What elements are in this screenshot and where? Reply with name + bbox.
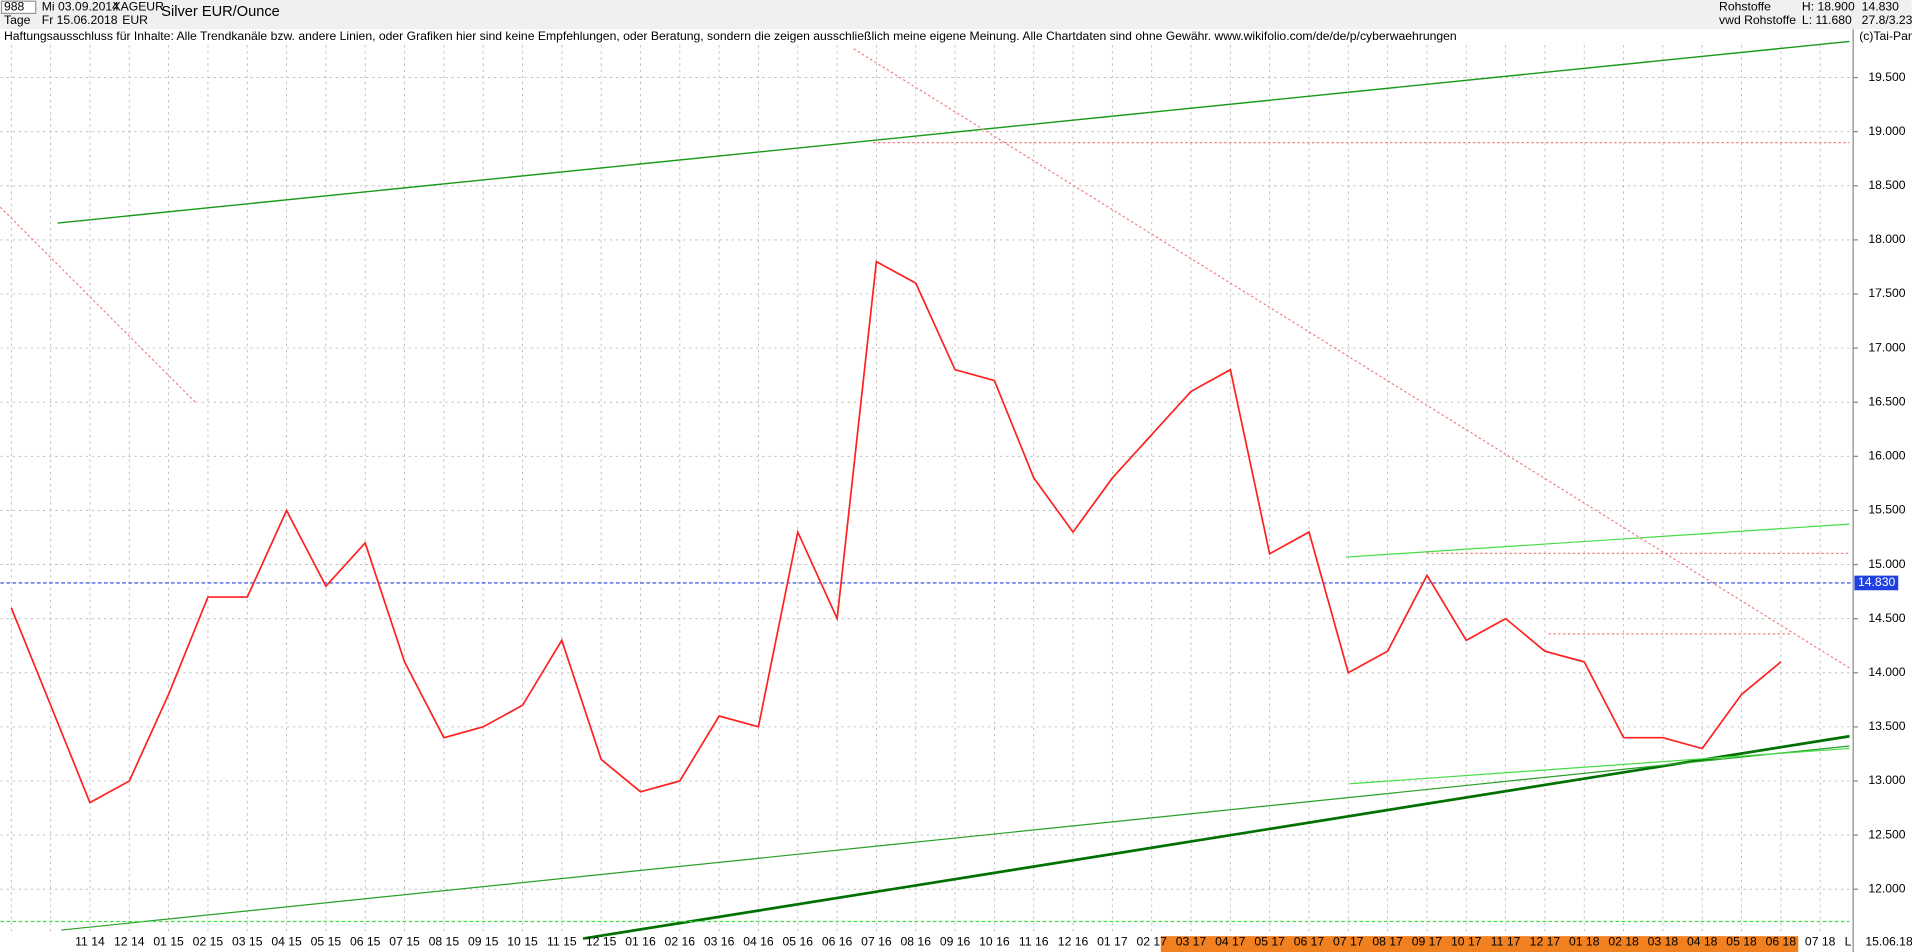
ratio: 27.8/3.230 (1862, 13, 1912, 27)
grid (0, 45, 1854, 933)
x-tick-label: 10 17 (1451, 934, 1482, 948)
y-tick-label: 13.000 (1868, 773, 1905, 787)
chart-id: 988 (4, 0, 25, 14)
date-label: 15.06.18 (1865, 934, 1912, 948)
y-tick-label: 19.000 (1868, 124, 1905, 138)
price-line (10, 260, 1782, 804)
x-tick-label: 11 14 (75, 934, 105, 948)
y-tick-label: 12.000 (1868, 881, 1905, 895)
y-tick-label: 14.000 (1868, 665, 1905, 679)
x-tick-label: 05 17 (1254, 934, 1285, 948)
current-price-box (1854, 575, 1899, 591)
trend-line (853, 48, 1850, 669)
x-tick-label: 09 17 (1412, 934, 1443, 948)
y-tick-label: 18.000 (1868, 232, 1905, 246)
start-date: Mi 03.09.2014 (42, 0, 119, 14)
y-tick-label: 16.500 (1868, 394, 1905, 408)
x-tick-label: 12 16 (1058, 934, 1089, 948)
x-tick-label: 09 15 (468, 934, 499, 948)
x-tick-label: 10 16 (979, 934, 1010, 948)
x-tick-label: 02 15 (193, 934, 224, 948)
x-tick-label: 06 17 (1294, 934, 1325, 948)
x-tick-label: 01 18 (1569, 934, 1600, 948)
trend-line (1349, 747, 1850, 785)
instrument-name: Silver EUR/Ounce (161, 4, 280, 20)
x-tick-label: 11 16 (1019, 934, 1049, 948)
source: vwd Rohstoffe (1719, 13, 1796, 27)
x-tick-label: 09 16 (940, 934, 971, 948)
x-tick-label: 11 15 (547, 934, 577, 948)
period: Tage (4, 13, 31, 27)
x-tick-label: 10 15 (507, 934, 538, 948)
x-tick-label: 11 17 (1491, 934, 1521, 948)
x-tick-label: 02 16 (665, 934, 696, 948)
x-tick-label: 06 18 (1766, 934, 1797, 948)
high: H: 18.900 (1802, 0, 1855, 14)
trend-line (57, 40, 1850, 224)
period-bar (1160, 936, 1799, 952)
x-tick-label: 03 17 (1176, 934, 1207, 948)
x-tick-label: 02 17 (1136, 934, 1167, 948)
y-tick-label: 14.500 (1868, 611, 1905, 625)
x-tick-label: 06 15 (350, 934, 381, 948)
y-tick-label: 18.500 (1868, 178, 1905, 192)
x-tick-label: 07 17 (1333, 934, 1364, 948)
trend-line (61, 745, 1850, 931)
x-tick-label: 07 18 (1805, 934, 1836, 948)
trend-line (582, 734, 1850, 940)
x-tick-label: 03 15 (232, 934, 263, 948)
y-tick-label: 15.500 (1868, 503, 1905, 517)
x-tick-label: 04 17 (1215, 934, 1246, 948)
x-tick-label: 01 15 (153, 934, 184, 948)
x-tick-label: 05 16 (783, 934, 814, 948)
currency: EUR (122, 13, 148, 27)
y-tick-label: 13.500 (1868, 719, 1905, 733)
header-bar (0, 0, 1912, 30)
x-tick-label: 07 16 (861, 934, 892, 948)
trend-lines (0, 40, 1850, 940)
y-tick-label: 12.500 (1868, 827, 1905, 841)
x-tick-label: 04 15 (271, 934, 302, 948)
y-tick-label: 16.000 (1868, 449, 1905, 463)
x-tick-label: 01 17 (1097, 934, 1128, 948)
x-tick-label: 03 18 (1648, 934, 1679, 948)
symbol: XAGEUR (112, 0, 164, 14)
low: L: 11.680 (1802, 13, 1852, 27)
id-box (0, 0, 37, 15)
x-tick-label: 08 16 (901, 934, 932, 948)
market: Rohstoffe (1719, 0, 1771, 14)
x-tick-label: 12 17 (1530, 934, 1561, 948)
x-tick-label: 06 16 (822, 934, 853, 948)
x-tick-label: 05 18 (1726, 934, 1757, 948)
x-tick-label: 08 15 (429, 934, 460, 948)
trend-line (0, 206, 196, 403)
x-tick-label: 02 18 (1608, 934, 1639, 948)
trend-line (1346, 523, 1850, 558)
x-tick-label: 03 16 (704, 934, 735, 948)
last: 14.830 (1862, 0, 1899, 14)
x-tick-label: 07 15 (389, 934, 420, 948)
y-tick-label: 15.000 (1868, 557, 1905, 571)
x-tick-label: 12 15 (586, 934, 617, 948)
end-date: Fr 15.06.2018 (42, 13, 118, 27)
x-tick-label: 08 17 (1372, 934, 1403, 948)
copyright: (c)Tai-Pan (1859, 29, 1912, 43)
x-tick-label: 01 16 (625, 934, 656, 948)
x-tick-label: 12 14 (114, 934, 145, 948)
y-tick-label: 19.500 (1868, 70, 1905, 84)
current-price-label: 14.830 (1858, 575, 1895, 589)
disclaimer: Haftungsausschluss für Inhalte: Alle Tre… (4, 29, 1457, 43)
x-tick-label: 04 18 (1687, 934, 1718, 948)
x-tick-label: 04 16 (743, 934, 774, 948)
scale-mode: L (1845, 934, 1852, 948)
x-tick-label: 05 15 (311, 934, 342, 948)
y-tick-label: 17.500 (1868, 286, 1905, 300)
y-tick-label: 17.000 (1868, 340, 1905, 354)
